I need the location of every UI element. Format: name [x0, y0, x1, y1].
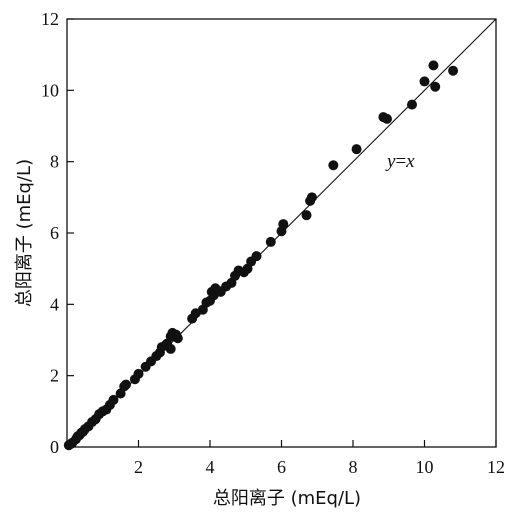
y-tick-label: 10 [41, 80, 59, 100]
y-axis-ticks: 0 2 4 6 8 10 12 [41, 9, 74, 457]
data-point [351, 144, 362, 155]
data-point [306, 192, 317, 203]
data-point [133, 368, 144, 379]
data-point [428, 60, 439, 71]
y-tick-label: 12 [41, 9, 59, 29]
x-tick-label: 2 [134, 457, 143, 477]
data-point [165, 343, 176, 354]
data-point [265, 236, 276, 247]
data-point [108, 394, 119, 405]
x-tick-label: 12 [487, 457, 505, 477]
y-equals-x-annotation: y=x [385, 151, 415, 172]
data-point [278, 219, 289, 230]
x-tick-label: 8 [349, 457, 358, 477]
y-tick-label: 4 [50, 294, 59, 314]
data-point [448, 65, 459, 76]
y-tick-label: 0 [50, 437, 59, 457]
data-points [63, 60, 459, 451]
data-point [172, 333, 183, 344]
x-tick-label: 10 [416, 457, 434, 477]
data-point [328, 160, 339, 171]
data-point [301, 210, 312, 221]
y-axis-label: 总阳离子 (mEq/L) [14, 159, 35, 307]
data-point [419, 76, 430, 87]
y-tick-label: 2 [50, 366, 59, 386]
x-tick-label: 4 [206, 457, 215, 477]
data-point [251, 251, 262, 262]
y-tick-label: 8 [50, 152, 59, 172]
x-axis-label: 总阳离子 (mEq/L) [213, 488, 361, 509]
data-point [430, 81, 441, 92]
y-tick-label: 6 [50, 223, 59, 243]
x-axis-ticks: 2 4 6 8 10 12 [134, 440, 505, 477]
data-point [381, 113, 392, 124]
data-point [120, 379, 131, 390]
data-point [406, 99, 417, 110]
x-tick-label: 6 [277, 457, 286, 477]
